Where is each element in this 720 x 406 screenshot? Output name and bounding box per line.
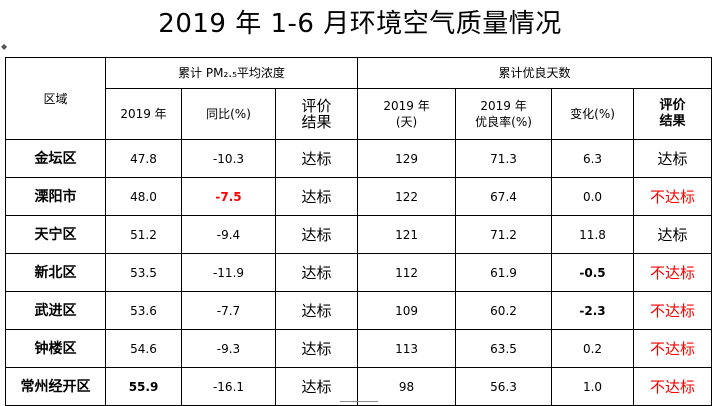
cell-yoy: -7.5: [181, 177, 276, 216]
header-region: 区域: [5, 57, 106, 140]
cell-region: 常州经开区: [5, 367, 106, 406]
table-row: 常州经开区 55.9 -16.1 达标 98 56.3 1.0 不达标: [5, 367, 713, 406]
header-good-year: 2019 年 (天): [357, 88, 457, 140]
cell-yoy: -7.7: [181, 291, 276, 330]
cell-eval: 不达标: [633, 329, 713, 368]
table-row: 金坛区 47.8 -10.3 达标 129 71.3 6.3 达标: [5, 139, 713, 178]
cell-region: 溧阳市: [5, 177, 106, 216]
cell-region: 钟楼区: [5, 329, 106, 368]
air-quality-table: 区域 累计 PM₂.₅平均浓度 累计优良天数 2019 年 同比(%) 评价 结…: [5, 57, 713, 406]
cell-days: 121: [357, 215, 457, 254]
cell-region: 天宁区: [5, 215, 106, 254]
cell-rate: 60.2: [455, 291, 553, 330]
cell-pm: 53.5: [105, 253, 182, 292]
header-good-group: 累计优良天数: [357, 57, 713, 89]
cell-pm: 48.0: [105, 177, 182, 216]
header-good-rate: 2019 年 优良率(%): [455, 88, 553, 140]
cell-pm-eval: 达标: [274, 367, 359, 406]
diamond-icon: ◆: [1, 42, 8, 51]
cell-pm: 55.9: [105, 367, 182, 406]
cell-region: 金坛区: [5, 139, 106, 178]
header-pm-year: 2019 年: [105, 88, 182, 140]
cell-rate: 56.3: [455, 367, 553, 406]
cell-change: -0.5: [551, 253, 635, 292]
cell-pm-eval: 达标: [274, 253, 359, 292]
header-pm-group: 累计 PM₂.₅平均浓度: [104, 57, 359, 89]
cell-days: 122: [357, 177, 457, 216]
cell-eval: 不达标: [633, 291, 713, 330]
table-row: 钟楼区 54.6 -9.3 达标 113 63.5 0.2 不达标: [5, 329, 713, 368]
cell-region: 武进区: [5, 291, 106, 330]
table-row: 天宁区 51.2 -9.4 达标 121 71.2 11.8 达标: [5, 215, 713, 254]
cell-days: 98: [357, 367, 457, 406]
table-row: 溧阳市 48.0 -7.5 达标 122 67.4 0.0 不达标: [5, 177, 713, 216]
cell-eval: 达标: [633, 139, 713, 178]
cell-yoy: -9.3: [181, 329, 276, 368]
table-row: 新北区 53.5 -11.9 达标 112 61.9 -0.5 不达标: [5, 253, 713, 292]
cell-yoy: -16.1: [181, 367, 276, 406]
cell-pm: 47.8: [105, 139, 182, 178]
cell-change: 11.8: [551, 215, 635, 254]
cell-pm: 54.6: [105, 329, 182, 368]
cell-yoy: -11.9: [181, 253, 276, 292]
cell-change: 1.0: [551, 367, 635, 406]
cell-eval: 不达标: [633, 367, 713, 406]
cell-region: 新北区: [5, 253, 106, 292]
cell-pm: 53.6: [105, 291, 182, 330]
cell-days: 129: [357, 139, 457, 178]
cell-pm-eval: 达标: [274, 177, 359, 216]
cell-rate: 63.5: [455, 329, 553, 368]
cell-change: 0.0: [551, 177, 635, 216]
cell-change: -2.3: [551, 291, 635, 330]
cell-pm-eval: 达标: [274, 291, 359, 330]
cell-pm-eval: 达标: [274, 139, 359, 178]
cell-days: 109: [357, 291, 457, 330]
cell-eval: 不达标: [633, 177, 713, 216]
cell-yoy: -9.4: [181, 215, 276, 254]
cell-rate: 61.9: [455, 253, 553, 292]
page-edge-mark: [340, 401, 378, 405]
cell-change: 6.3: [551, 139, 635, 178]
cell-rate: 71.2: [455, 215, 553, 254]
header-good-eval: 评价 结果: [633, 88, 713, 140]
cell-pm: 51.2: [105, 215, 182, 254]
header-pm-eval: 评价 结果: [274, 88, 359, 140]
cell-yoy: -10.3: [181, 139, 276, 178]
cell-rate: 71.3: [455, 139, 553, 178]
cell-days: 113: [357, 329, 457, 368]
cell-eval: 达标: [633, 215, 713, 254]
page-title: 2019 年 1-6 月环境空气质量情况: [158, 9, 562, 39]
cell-pm-eval: 达标: [274, 329, 359, 368]
cell-eval: 不达标: [633, 253, 713, 292]
header-pm-yoy: 同比(%): [181, 88, 276, 140]
cell-change: 0.2: [551, 329, 635, 368]
cell-days: 112: [357, 253, 457, 292]
table-row: 武进区 53.6 -7.7 达标 109 60.2 -2.3 不达标: [5, 291, 713, 330]
cell-pm-eval: 达标: [274, 215, 359, 254]
header-good-change: 变化(%): [551, 88, 635, 140]
cell-rate: 67.4: [455, 177, 553, 216]
